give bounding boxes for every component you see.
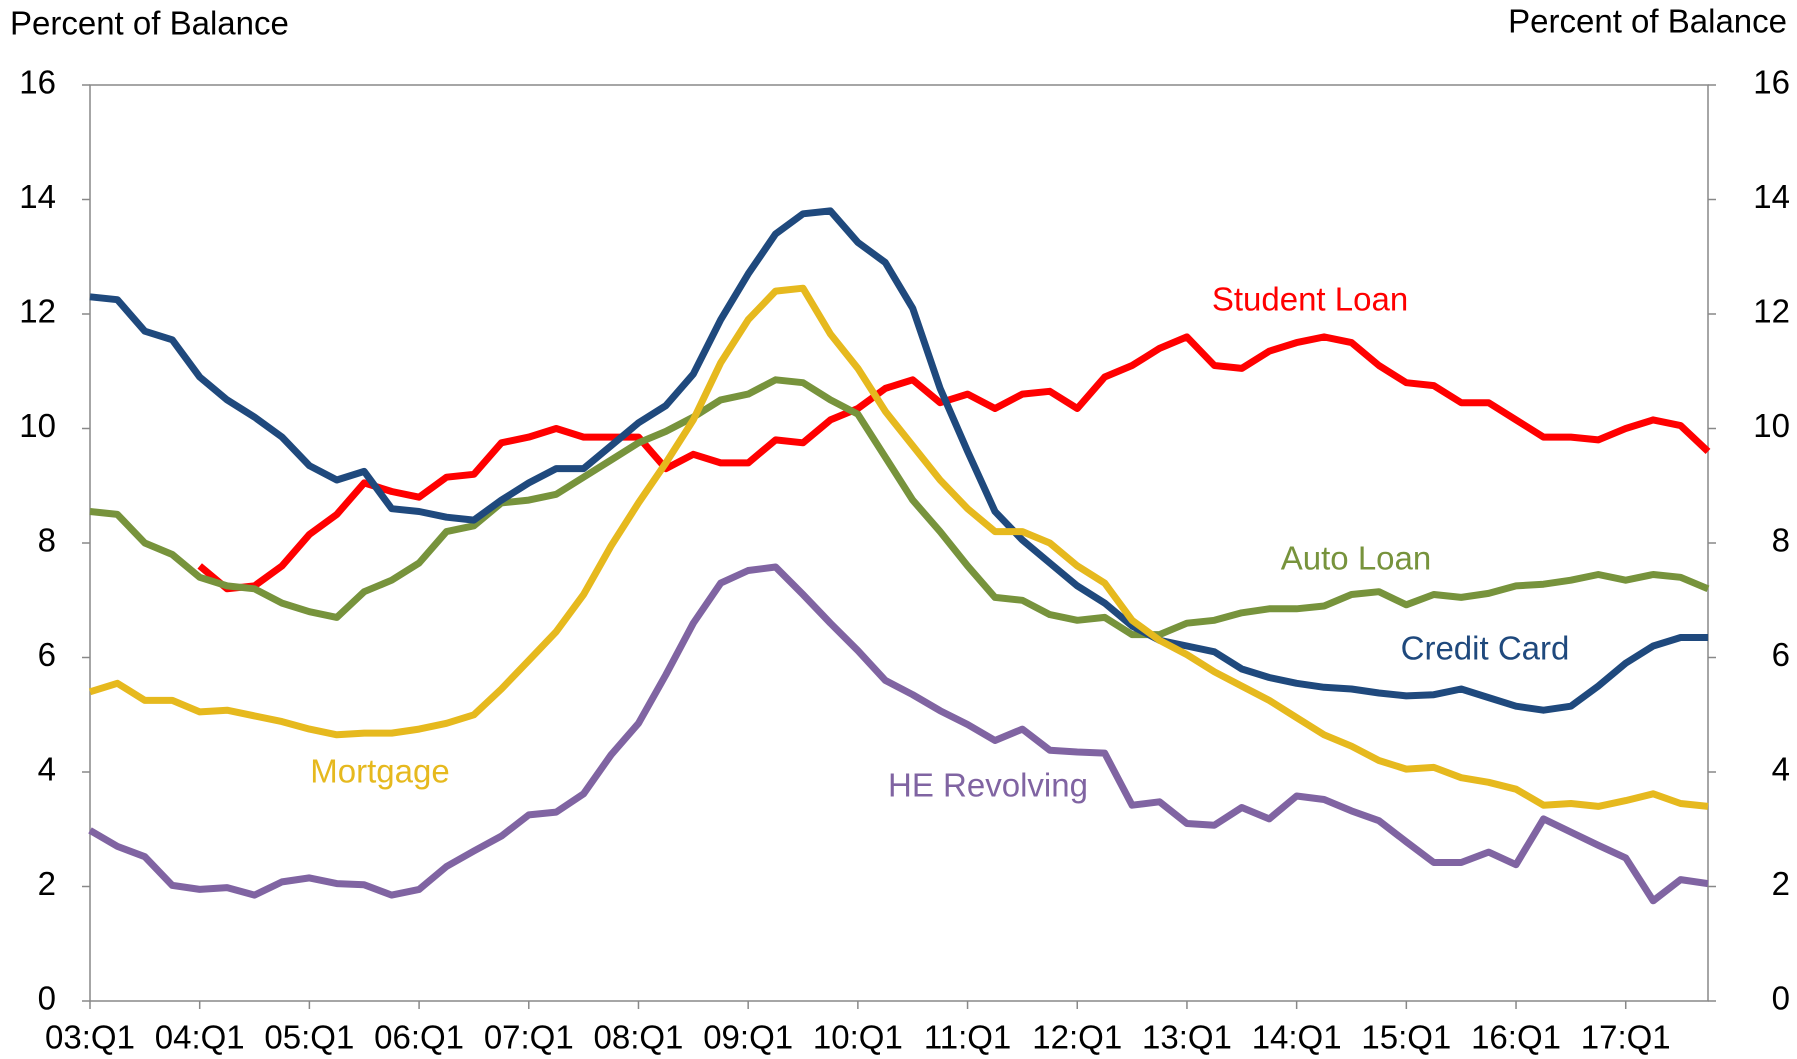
y2-tick-label: 2 — [1772, 865, 1790, 902]
y-tick-label: 6 — [38, 636, 56, 673]
series-line — [89, 376, 1710, 639]
x-tick-label: 04:Q1 — [155, 1019, 245, 1056]
y2-tick-label: 4 — [1772, 751, 1790, 788]
y2-tick-label: 6 — [1772, 636, 1790, 673]
series-line — [197, 333, 1711, 593]
series-label: Auto Loan — [1281, 540, 1431, 577]
x-tick-label: 10:Q1 — [813, 1019, 903, 1056]
x-tick-label: 03:Q1 — [45, 1019, 135, 1056]
y2-tick-label: 8 — [1772, 522, 1790, 559]
x-tick-label: 09:Q1 — [703, 1019, 793, 1056]
x-tick-label: 05:Q1 — [264, 1019, 354, 1056]
y-tick-label: 16 — [19, 64, 56, 101]
y-tick-label: 10 — [19, 407, 56, 444]
x-tick-label: 16:Q1 — [1471, 1019, 1561, 1056]
x-tick-label: 14:Q1 — [1252, 1019, 1342, 1056]
y2-tick-label: 0 — [1772, 980, 1790, 1017]
y-axis-label: Percent of Balance — [10, 5, 289, 42]
y-tick-label: 14 — [19, 178, 56, 215]
series-line — [88, 284, 1709, 810]
y-tick-label: 0 — [38, 980, 56, 1017]
y-tick-label: 8 — [38, 522, 56, 559]
y-tick-label: 12 — [19, 293, 56, 330]
y2-tick-label: 16 — [1753, 64, 1790, 101]
x-tick-label: 06:Q1 — [374, 1019, 464, 1056]
y2-tick-label: 14 — [1753, 178, 1790, 215]
y2-tick-label: 12 — [1753, 293, 1790, 330]
series-label: HE Revolving — [888, 767, 1088, 804]
x-tick-label: 13:Q1 — [1142, 1019, 1232, 1056]
x-tick-label: 15:Q1 — [1361, 1019, 1451, 1056]
y2-axis-label: Percent of Balance — [1508, 3, 1787, 40]
series-label: Mortgage — [310, 753, 449, 790]
x-tick-label: 08:Q1 — [594, 1019, 684, 1056]
series-label: Credit Card — [1401, 630, 1570, 667]
y-tick-label: 2 — [38, 865, 56, 902]
series-label: Student Loan — [1212, 281, 1408, 318]
x-tick-label: 11:Q1 — [924, 1019, 1011, 1056]
x-tick-label: 07:Q1 — [484, 1019, 574, 1056]
y-tick-label: 4 — [38, 751, 56, 788]
x-tick-label: 17:Q1 — [1581, 1019, 1671, 1056]
x-tick-label: 12:Q1 — [1032, 1019, 1122, 1056]
series-line — [88, 563, 1709, 905]
y2-tick-label: 10 — [1753, 407, 1790, 444]
series-line — [89, 207, 1708, 714]
